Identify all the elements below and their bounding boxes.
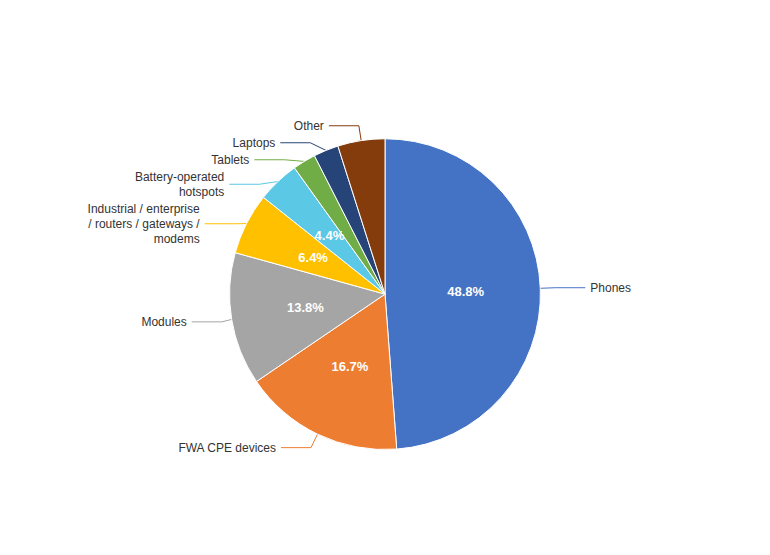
svg-text:6.4%: 6.4% [298, 250, 328, 265]
svg-text:Industrial / enterprise: Industrial / enterprise [88, 202, 200, 216]
svg-text:modems: modems [154, 232, 200, 246]
svg-text:Laptops: Laptops [233, 136, 276, 150]
svg-text:/ routers / gateways /: / routers / gateways / [88, 217, 200, 231]
svg-text:FWA CPE devices: FWA CPE devices [178, 441, 276, 455]
svg-text:16.7%: 16.7% [332, 359, 369, 374]
svg-text:Phones: Phones [590, 281, 631, 295]
svg-text:48.8%: 48.8% [447, 284, 484, 299]
svg-text:Other: Other [294, 119, 324, 133]
svg-text:Battery-operated: Battery-operated [135, 170, 224, 184]
svg-text:Tablets: Tablets [211, 153, 249, 167]
svg-text:hotspots: hotspots [179, 185, 224, 199]
svg-text:Modules: Modules [141, 315, 186, 329]
svg-text:13.8%: 13.8% [287, 300, 324, 315]
svg-text:4.4%: 4.4% [315, 228, 345, 243]
